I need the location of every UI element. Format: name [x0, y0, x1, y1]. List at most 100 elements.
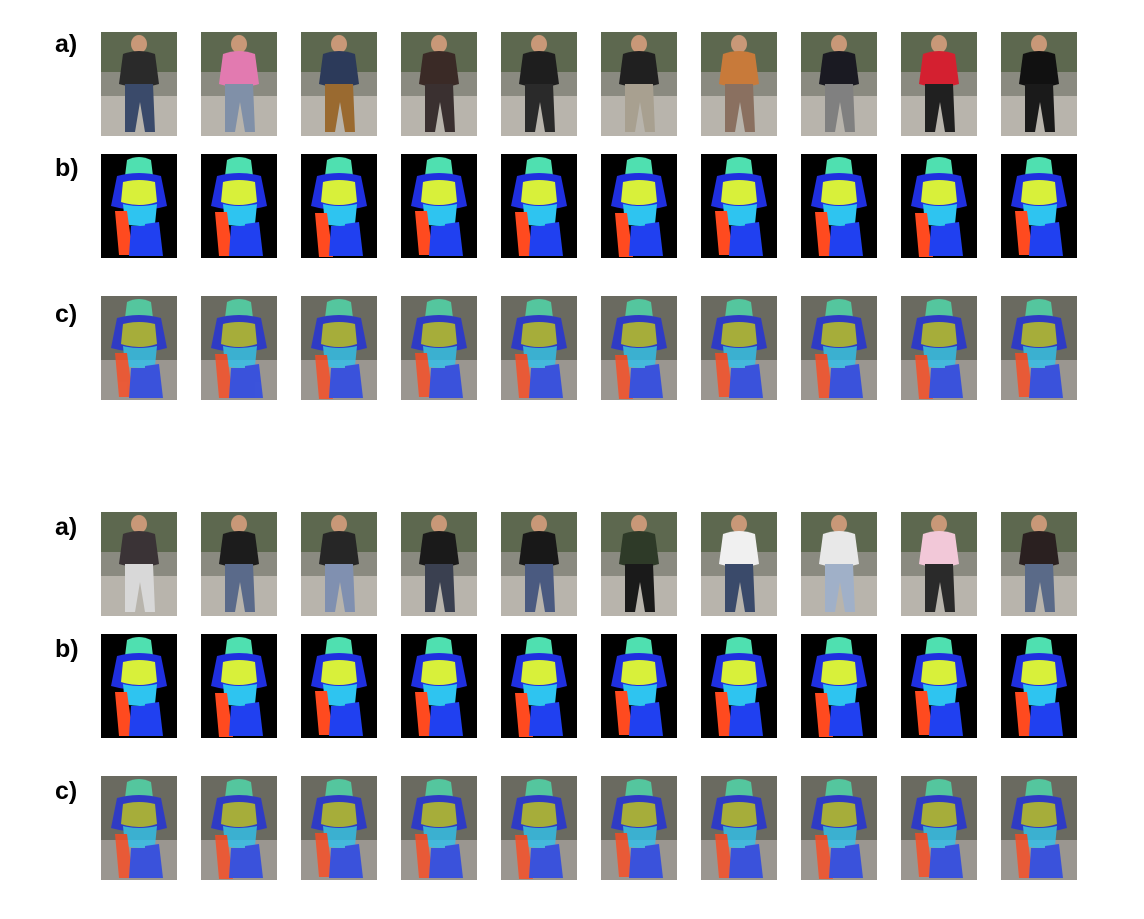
left-leg-region [715, 692, 733, 736]
person-legs [625, 564, 655, 612]
upper-body-region [121, 802, 157, 827]
lower-body-region [823, 204, 857, 226]
overlay-mask [311, 779, 367, 878]
upper-body-region [621, 660, 657, 685]
overlay-thumbnail [801, 776, 877, 880]
overlay-mask [511, 299, 567, 398]
photo-thumbnail [101, 512, 177, 616]
lower-body-region [423, 346, 457, 368]
left-leg-region [415, 353, 433, 397]
right-leg-region [1029, 706, 1047, 736]
lower-body-region [423, 684, 457, 706]
person-legs [1025, 564, 1055, 612]
left-leg-region [615, 213, 633, 257]
upper-body-region [621, 322, 657, 347]
left-leg-region [315, 355, 333, 399]
person-legs [425, 564, 455, 612]
person-top [819, 51, 859, 87]
right-leg-region [329, 226, 347, 256]
row-label: c) [55, 300, 78, 328]
right-leg-region [729, 848, 747, 878]
right-leg-region [245, 222, 263, 256]
person-top [1019, 531, 1059, 567]
person-head [231, 35, 247, 53]
upper-body-region [621, 180, 657, 205]
mask-strip [101, 154, 1081, 258]
right-leg-region [629, 226, 647, 256]
lower-body-region [323, 204, 357, 226]
left-leg-region [115, 353, 133, 397]
overlay-mask [711, 779, 767, 878]
person-top [819, 531, 859, 567]
right-leg-region [645, 364, 663, 398]
upper-body-region [321, 660, 357, 685]
mask-thumbnail [601, 634, 677, 738]
upper-body-region [221, 660, 257, 685]
upper-body-region [721, 322, 757, 347]
upper-body-region [521, 802, 557, 827]
mask-thumbnail [201, 634, 277, 738]
right-leg-region [829, 368, 847, 398]
right-leg-region [929, 848, 947, 878]
right-leg-region [645, 844, 663, 878]
overlay-thumbnail [101, 776, 177, 880]
right-leg-region [745, 844, 763, 878]
overlay-mask [211, 299, 267, 398]
overlay-mask [611, 299, 667, 399]
right-leg-region [245, 844, 263, 878]
person-head [931, 515, 947, 533]
lower-body-region [923, 826, 957, 848]
right-leg-region [429, 848, 447, 878]
lower-body-region [523, 684, 557, 706]
right-leg-region [1045, 844, 1063, 878]
person-legs [225, 564, 255, 612]
right-leg-region [129, 706, 147, 736]
overlay-mask [111, 779, 167, 878]
overlay-mask [911, 779, 967, 878]
overlay-thumbnail [301, 296, 377, 400]
right-leg-region [129, 226, 147, 256]
lower-body-region [923, 684, 957, 706]
left-leg-region [215, 212, 233, 256]
person-legs [725, 564, 755, 612]
right-leg-region [829, 706, 847, 736]
photo-thumbnail [401, 512, 477, 616]
overlay-thumbnail [801, 296, 877, 400]
lower-body-region [1023, 684, 1057, 706]
person-top [419, 531, 459, 567]
right-leg-region [345, 222, 363, 256]
right-leg-region [129, 368, 147, 398]
lower-body-region [723, 684, 757, 706]
left-leg-region [1015, 692, 1033, 736]
overlay-strip [101, 776, 1081, 880]
person-top [319, 531, 359, 567]
lower-body-region [523, 826, 557, 848]
upper-body-region [321, 322, 357, 347]
left-leg-region [315, 213, 333, 257]
right-leg-region [245, 702, 263, 736]
upper-body-region [321, 802, 357, 827]
overlay-mask [111, 299, 167, 398]
upper-body-region [921, 802, 957, 827]
right-leg-region [745, 364, 763, 398]
right-leg-region [1045, 222, 1063, 256]
upper-body-region [721, 180, 757, 205]
right-leg-region [529, 848, 547, 878]
person-head [331, 515, 347, 533]
mask-thumbnail [901, 634, 977, 738]
overlay-thumbnail [1001, 776, 1077, 880]
upper-body-region [221, 180, 257, 205]
overlay-thumbnail [301, 776, 377, 880]
photo-thumbnail [1001, 512, 1077, 616]
right-leg-region [929, 226, 947, 256]
right-leg-region [729, 368, 747, 398]
right-leg-region [729, 706, 747, 736]
person-head [631, 515, 647, 533]
upper-body-region [421, 802, 457, 827]
lower-body-region [623, 684, 657, 706]
lower-body-region [223, 826, 257, 848]
right-leg-region [429, 368, 447, 398]
lower-body-region [323, 346, 357, 368]
person-legs [825, 84, 855, 132]
left-leg-region [215, 835, 233, 879]
